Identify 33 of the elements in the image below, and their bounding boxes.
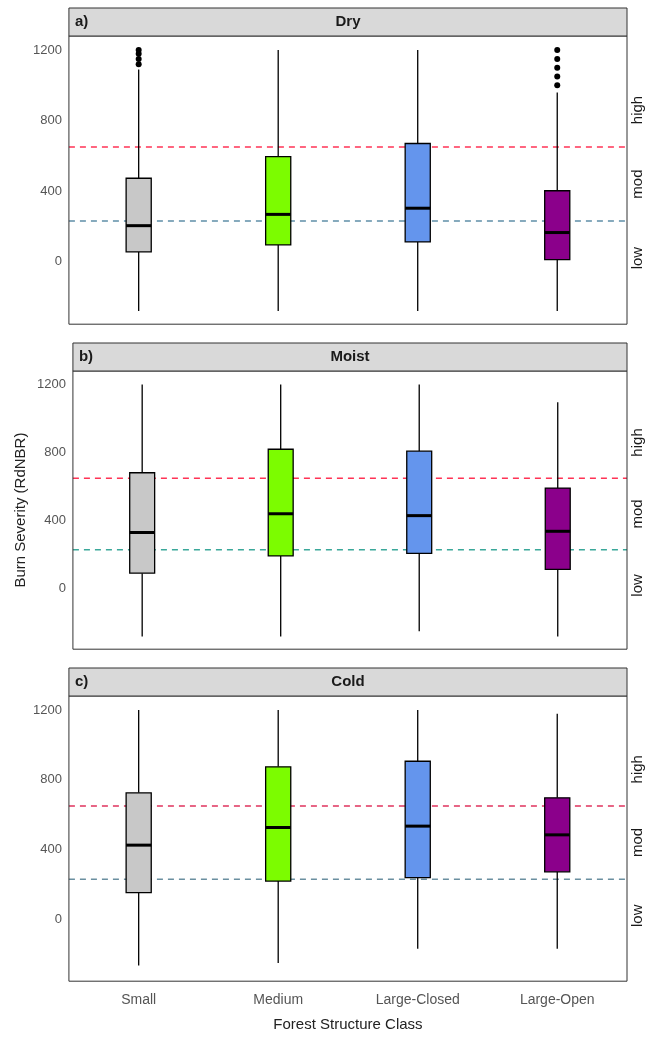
text: mod xyxy=(628,827,646,858)
y-tick-label: 400 xyxy=(40,841,62,857)
y-tick-label: 1200 xyxy=(33,41,62,57)
y-tick-label: 1200 xyxy=(33,701,62,717)
y-tick-label: 0 xyxy=(54,253,62,269)
x-tick-label: Small xyxy=(121,991,157,1008)
y-tick-label: 800 xyxy=(40,771,62,787)
chart-title: Moist xyxy=(330,347,370,365)
y-tick-label: 400 xyxy=(44,512,66,528)
x-axis-title: Forest Structure Class xyxy=(273,1015,423,1033)
text: high xyxy=(628,95,646,125)
chart-title: Dry xyxy=(335,12,362,30)
x-tick-label: Large-Closed xyxy=(375,991,460,1008)
text: low xyxy=(628,246,646,270)
text: high xyxy=(628,428,646,457)
text: mod xyxy=(628,499,646,529)
text: low xyxy=(628,904,646,928)
y-axis-title: Burn Severity (RdNBR) xyxy=(11,432,29,588)
text: c) xyxy=(74,672,89,690)
text: b) xyxy=(78,347,94,365)
y-tick-label: 0 xyxy=(58,580,66,596)
chart-title: Cold xyxy=(331,672,365,690)
text: low xyxy=(628,573,646,597)
text: high xyxy=(628,755,646,784)
y-tick-label: 400 xyxy=(40,182,62,198)
y-tick-label: 0 xyxy=(54,910,62,926)
x-tick-label: Large-Open xyxy=(519,991,595,1008)
text: mod xyxy=(628,169,646,199)
y-tick-label: 800 xyxy=(40,112,62,128)
x-tick-label: Medium xyxy=(253,991,304,1008)
text: a) xyxy=(74,12,89,30)
y-tick-label: 1200 xyxy=(37,376,66,392)
y-tick-label: 800 xyxy=(44,444,66,460)
